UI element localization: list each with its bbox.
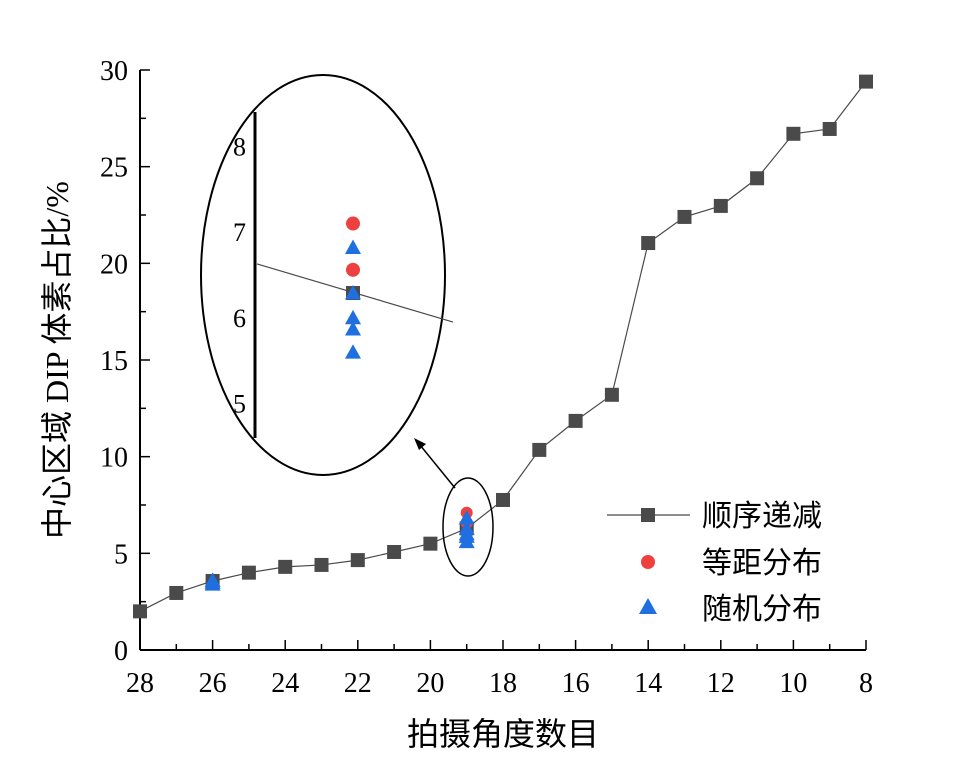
square-point	[750, 171, 765, 186]
x-tick-label: 12	[707, 668, 735, 699]
legend-label-0: 顺序递减	[702, 500, 822, 533]
legend-circle-marker	[641, 555, 655, 569]
y-tick-label: 10	[100, 443, 128, 474]
legend-label-1: 等距分布	[702, 547, 822, 580]
y-tick-label: 0	[114, 636, 128, 667]
x-tick-label: 20	[416, 668, 444, 699]
arrow-line	[419, 444, 456, 489]
square-point	[278, 559, 293, 574]
square-point	[677, 209, 692, 224]
square-point	[568, 413, 583, 428]
x-tick-label: 10	[779, 668, 807, 699]
triangle-point	[458, 510, 475, 525]
triangle-point	[458, 533, 475, 549]
x-tick-label: 24	[271, 668, 299, 699]
inset-triangle-point	[345, 344, 361, 359]
inset-triangle-point	[345, 321, 361, 336]
x-tick-label: 14	[634, 668, 662, 699]
triangle-point	[204, 572, 221, 587]
y-tick-label: 20	[100, 249, 128, 280]
x-tick-label: 28	[126, 668, 154, 699]
y-tick-label: 25	[100, 153, 128, 184]
square-point	[241, 565, 256, 580]
square-point	[314, 557, 329, 572]
inset-tick-label: 6	[233, 304, 246, 333]
axes: 0 5 10 15 20 25 30 28 26 24 22 20 18 16 14 12 10 8	[100, 56, 873, 699]
marks	[133, 74, 873, 619]
inset-tick-label: 7	[233, 218, 246, 247]
x-axis-label: 拍摄角度数目	[407, 716, 599, 752]
square-point	[169, 585, 184, 600]
y-tick-label: 30	[100, 56, 128, 87]
x-tick-label: 8	[859, 668, 873, 699]
x-tick-label: 26	[199, 668, 227, 699]
square-point	[532, 442, 547, 457]
square-point	[641, 236, 656, 251]
x-tick-label: 18	[489, 668, 517, 699]
legend-triangle-marker	[639, 598, 657, 614]
legend-label-2: 随机分布	[702, 593, 822, 626]
x-tick-label: 16	[562, 668, 590, 699]
square-point	[859, 74, 873, 89]
square-point	[350, 553, 365, 568]
inset-triangle-point	[345, 309, 361, 325]
square-point	[713, 198, 728, 213]
inset-triangle-point	[345, 285, 361, 300]
square-point	[133, 604, 147, 619]
square-point	[496, 492, 510, 507]
inset-circle-point	[346, 262, 360, 277]
square-point	[786, 126, 801, 141]
inset-triangle-point	[345, 239, 361, 254]
arrow-head	[414, 438, 426, 450]
square-point	[387, 544, 402, 559]
y-tick-label: 5	[114, 539, 128, 570]
inset-tick-label: 5	[233, 390, 246, 419]
square-point	[423, 536, 438, 551]
y-axis-label: 中心区域 DIP 体素占比/%	[39, 181, 75, 539]
square-point	[822, 121, 837, 136]
zoom-inset: 5 6 7 8	[200, 74, 454, 476]
square-point	[604, 387, 619, 402]
y-tick-label: 15	[100, 346, 128, 377]
legend-square-marker	[641, 508, 655, 522]
inset-circle-point	[346, 216, 360, 231]
inset-ellipse	[200, 74, 446, 476]
x-tick-label: 22	[344, 668, 372, 699]
inset-tick-label: 8	[233, 132, 246, 161]
highlight-ellipse	[442, 477, 494, 577]
legend: 顺序递减 等距分布 随机分布	[607, 500, 822, 626]
